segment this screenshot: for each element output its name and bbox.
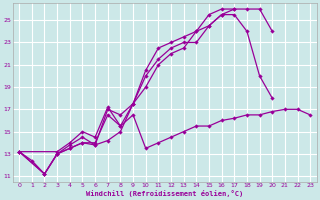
X-axis label: Windchill (Refroidissement éolien,°C): Windchill (Refroidissement éolien,°C)	[86, 190, 243, 197]
